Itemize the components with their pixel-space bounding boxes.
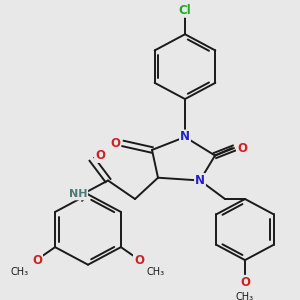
Text: O: O xyxy=(134,254,144,267)
Text: O: O xyxy=(32,254,42,267)
Text: N: N xyxy=(180,130,190,143)
Text: CH₃: CH₃ xyxy=(236,292,254,300)
Text: CH₃: CH₃ xyxy=(147,268,165,278)
Text: N: N xyxy=(195,174,205,187)
Text: Cl: Cl xyxy=(178,4,191,17)
Text: O: O xyxy=(240,276,250,289)
Text: NH: NH xyxy=(69,189,87,200)
Text: O: O xyxy=(237,142,247,154)
Text: O: O xyxy=(95,149,105,162)
Text: O: O xyxy=(110,137,120,150)
Text: CH₃: CH₃ xyxy=(11,268,29,278)
